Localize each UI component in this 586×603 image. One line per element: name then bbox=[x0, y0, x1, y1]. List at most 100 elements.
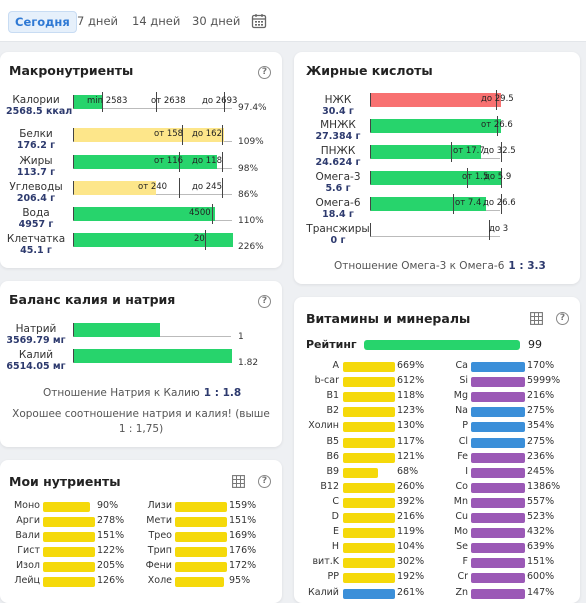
calories-from: от 2638 bbox=[151, 96, 186, 106]
vitamin-bar bbox=[343, 362, 395, 372]
help-icon[interactable]: ? bbox=[258, 295, 271, 308]
fiber-bar: 20 bbox=[73, 230, 233, 250]
mineral-percent: 557% bbox=[527, 495, 555, 507]
help-icon[interactable]: ? bbox=[556, 312, 569, 325]
mineral-bar bbox=[471, 377, 525, 388]
vitamin-bar bbox=[343, 513, 395, 523]
mineral-label: Cr bbox=[457, 571, 468, 583]
vitamin-percent: 119% bbox=[397, 526, 425, 538]
sodium-potassium-ratio: Отношение Натрия к Калию 1 : 1.8 bbox=[43, 387, 242, 399]
omega-ratio: Отношение Омега-3 к Омега-6 1 : 3.3 bbox=[334, 260, 546, 272]
table-icon[interactable] bbox=[530, 312, 543, 325]
mineral-percent: 236% bbox=[527, 450, 555, 462]
mineral-percent: 245% bbox=[527, 465, 555, 477]
vitamin-bar bbox=[343, 543, 395, 554]
omega6-label: Омега-6 18.4 г bbox=[315, 197, 361, 221]
mineral-label: I bbox=[465, 465, 468, 477]
vitamin-bar bbox=[343, 392, 395, 403]
mufa-bar: от 26.6 bbox=[370, 116, 513, 136]
potassium-sodium-title: Баланс калия и натрия bbox=[9, 292, 176, 307]
my-nutrient-label: Моно bbox=[13, 500, 40, 511]
rating-bar bbox=[364, 340, 520, 350]
help-icon[interactable]: ? bbox=[258, 475, 271, 488]
rating-label: Рейтинг bbox=[306, 338, 357, 351]
mineral-bar bbox=[471, 392, 525, 403]
tab-today[interactable]: Сегодня bbox=[8, 11, 77, 33]
water-percent: 110% bbox=[238, 216, 264, 226]
protein-label: Белки 176.2 г bbox=[16, 128, 56, 152]
vitamin-bar bbox=[343, 407, 395, 418]
mineral-percent: 151% bbox=[527, 556, 555, 568]
tab-14-days[interactable]: 14 дней bbox=[132, 14, 181, 28]
mineral-label: Mo bbox=[453, 526, 468, 538]
tab-30-days[interactable]: 30 дней bbox=[192, 14, 241, 28]
tab-7-days[interactable]: 7 дней bbox=[77, 14, 118, 28]
vitamin-label: E bbox=[332, 526, 339, 538]
macronutrients-card: Макронутриенты ? Калории 2568.5 ккал min … bbox=[0, 52, 282, 268]
my-nutrient-bar bbox=[43, 517, 95, 527]
mineral-bar bbox=[471, 482, 525, 493]
my-nutrient-label: Лейц bbox=[14, 575, 40, 586]
vitamin-percent: 104% bbox=[397, 541, 425, 553]
vitamin-bar bbox=[343, 467, 378, 478]
fiber-percent: 226% bbox=[238, 242, 264, 252]
calories-label: Калории 2568.5 ккал bbox=[6, 94, 73, 118]
help-icon[interactable]: ? bbox=[258, 66, 271, 79]
my-nutrient-percent: 95% bbox=[229, 575, 251, 586]
calendar-icon[interactable] bbox=[251, 13, 267, 29]
mineral-bar bbox=[471, 422, 525, 433]
mineral-label: Si bbox=[459, 375, 468, 387]
fats-label: Жиры 113.7 г bbox=[16, 155, 56, 179]
mineral-bar bbox=[471, 528, 525, 539]
vitamin-label: D bbox=[331, 511, 339, 522]
mineral-label: Ca bbox=[455, 360, 468, 371]
vitamin-percent: 121% bbox=[397, 450, 425, 462]
my-nutrient-label: Холе bbox=[147, 575, 172, 586]
mineral-percent: 216% bbox=[527, 390, 555, 402]
my-nutrient-percent: 159% bbox=[229, 500, 257, 511]
vitamin-label: B12 bbox=[320, 480, 339, 492]
my-nutrient-bar bbox=[175, 502, 227, 512]
my-nutrient-percent: 151% bbox=[229, 515, 257, 526]
fiber-label: Клетчатка 45.1 г bbox=[6, 233, 66, 257]
carbs-bar: от 240 до 245 bbox=[73, 178, 232, 198]
mineral-label: Mn bbox=[453, 495, 468, 507]
my-nutrient-bar bbox=[43, 577, 95, 587]
potassium-sodium-card: Баланс калия и натрия ? Натрий 3569.79 мг… bbox=[0, 281, 282, 447]
vitamin-label: b-car bbox=[314, 375, 339, 387]
mineral-percent: 147% bbox=[527, 586, 555, 598]
vitamin-bar bbox=[343, 377, 395, 388]
my-nutrient-label: Трео bbox=[148, 530, 173, 541]
vitamin-percent: 261% bbox=[397, 586, 425, 598]
vitamin-label: Холин bbox=[308, 420, 339, 432]
vitamin-bar bbox=[343, 558, 395, 569]
mineral-label: F bbox=[462, 556, 468, 568]
vitamin-percent: 123% bbox=[397, 405, 425, 417]
mineral-bar bbox=[471, 437, 525, 448]
omega6-bar: от 7.4 до 26.6 bbox=[370, 194, 516, 214]
mineral-bar bbox=[471, 588, 525, 599]
my-nutrient-percent: 169% bbox=[229, 530, 257, 541]
vitamin-label: A bbox=[332, 360, 340, 371]
my-nutrient-percent: 151% bbox=[97, 530, 125, 541]
mineral-label: Na bbox=[455, 405, 468, 417]
mineral-percent: 170% bbox=[527, 360, 555, 371]
vitamins-minerals-card: Витамины и минералы ? Рейтинг 99 A 669% b-… bbox=[294, 297, 580, 603]
omega3-label: Омега-3 5.6 г bbox=[315, 171, 361, 195]
table-icon[interactable] bbox=[232, 475, 245, 488]
potassium-label: Калий 6514.05 мг bbox=[6, 349, 66, 373]
mineral-percent: 1386% bbox=[527, 480, 561, 492]
vitamin-bar bbox=[343, 437, 395, 448]
calories-bar: min 2583 от 2638 до 2693 bbox=[73, 92, 237, 112]
mineral-percent: 639% bbox=[527, 541, 555, 553]
my-nutrient-percent: 205% bbox=[97, 560, 125, 571]
trans-fat-label: Трансжиры 0 г bbox=[306, 223, 370, 247]
mineral-bar bbox=[471, 467, 525, 478]
potassium-bar bbox=[73, 349, 232, 363]
potassium-ratio: 1.82 bbox=[238, 358, 259, 368]
mineral-percent: 275% bbox=[527, 435, 555, 447]
my-nutrient-label: Трип bbox=[147, 545, 172, 556]
vitamin-bar bbox=[343, 452, 395, 463]
vitamin-percent: 130% bbox=[397, 420, 425, 432]
my-nutrients-title: Мои нутриенты bbox=[9, 474, 121, 489]
